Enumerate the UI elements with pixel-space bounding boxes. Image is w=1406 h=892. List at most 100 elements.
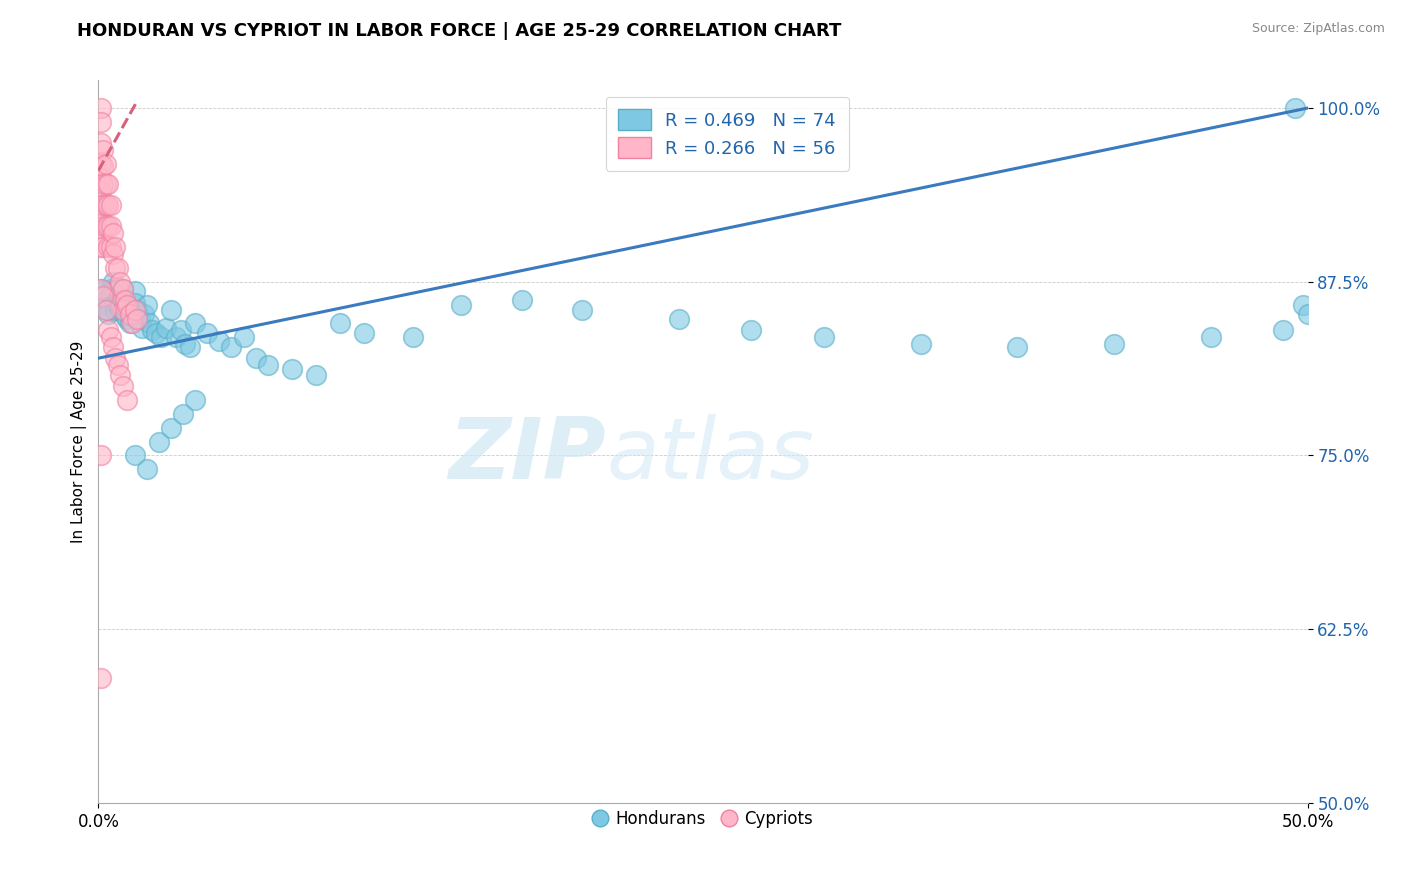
Point (138, 317, 160, 331)
Point (101, 226, 124, 240)
Point (104, 295, 127, 310)
Point (329, 317, 352, 331)
Point (740, 323, 762, 337)
Point (107, 260, 129, 275)
Point (127, 302, 149, 317)
Point (256, 358, 278, 372)
Point (101, 285, 124, 299)
Point (174, 337, 197, 351)
Point (97, 302, 120, 317)
Point (117, 298, 139, 312)
Point (232, 330, 254, 344)
Point (94, 298, 117, 312)
Point (111, 302, 134, 317)
Point (114, 298, 136, 312)
Point (101, 247, 124, 261)
Point (107, 282, 129, 296)
Point (145, 326, 167, 341)
Point (111, 379, 134, 393)
Point (124, 285, 146, 299)
Point (100, 198, 122, 212)
Point (1292, 298, 1315, 312)
Point (94, 156, 117, 170)
Point (165, 330, 187, 344)
Point (195, 326, 218, 341)
Point (91, 178, 114, 192)
Point (97, 323, 120, 337)
Point (128, 312, 150, 326)
Point (90, 101, 112, 115)
Point (141, 323, 163, 337)
Point (107, 288, 129, 302)
Point (90, 136, 112, 150)
Point (117, 312, 139, 326)
Point (150, 330, 173, 344)
Point (100, 288, 122, 302)
Point (1296, 307, 1319, 321)
Text: HONDURAN VS CYPRIOT IN LABOR FORCE | AGE 25-29 CORRELATION CHART: HONDURAN VS CYPRIOT IN LABOR FORCE | AGE… (77, 22, 842, 40)
Point (910, 337, 932, 351)
Point (100, 240, 122, 254)
Point (104, 302, 127, 317)
Point (108, 368, 131, 382)
Point (100, 330, 122, 344)
Point (90, 156, 112, 170)
Point (97, 307, 120, 321)
Point (184, 317, 207, 331)
Point (450, 298, 472, 312)
Point (90, 282, 112, 296)
Point (94, 178, 117, 192)
Point (135, 298, 157, 312)
Legend: Hondurans, Cypriots: Hondurans, Cypriots (586, 803, 820, 834)
Point (117, 302, 139, 317)
Point (91, 240, 114, 254)
Point (100, 219, 122, 234)
Point (668, 312, 690, 326)
Point (1272, 323, 1295, 337)
Point (124, 302, 146, 317)
Point (221, 340, 243, 354)
Point (94, 198, 117, 212)
Point (179, 340, 201, 354)
Point (353, 326, 375, 341)
Point (111, 293, 134, 307)
Point (1102, 337, 1125, 351)
Point (91, 288, 114, 302)
Text: Source: ZipAtlas.com: Source: ZipAtlas.com (1251, 22, 1385, 36)
Point (90, 671, 112, 685)
Point (114, 310, 136, 324)
Point (118, 307, 141, 321)
Text: atlas: atlas (606, 415, 814, 498)
Point (91, 285, 114, 299)
Point (571, 302, 593, 317)
Point (160, 302, 183, 317)
Point (104, 260, 127, 275)
Point (1284, 101, 1306, 115)
Point (97, 198, 120, 212)
Point (155, 320, 177, 334)
Point (100, 282, 122, 296)
Point (118, 307, 141, 321)
Point (90, 226, 112, 240)
Point (90, 198, 112, 212)
Point (108, 293, 131, 307)
Point (90, 170, 112, 185)
Point (111, 282, 134, 296)
Point (127, 312, 149, 326)
Point (148, 434, 170, 449)
Point (117, 392, 139, 407)
Point (108, 275, 131, 289)
Point (107, 358, 129, 372)
Point (121, 317, 143, 331)
Point (94, 293, 117, 307)
Point (91, 143, 114, 157)
Point (281, 362, 304, 376)
Point (94, 219, 117, 234)
Point (97, 178, 120, 192)
Point (104, 240, 127, 254)
Point (111, 282, 134, 296)
Text: ZIP: ZIP (449, 415, 606, 498)
Point (131, 320, 153, 334)
Point (172, 407, 194, 421)
Point (91, 219, 114, 234)
